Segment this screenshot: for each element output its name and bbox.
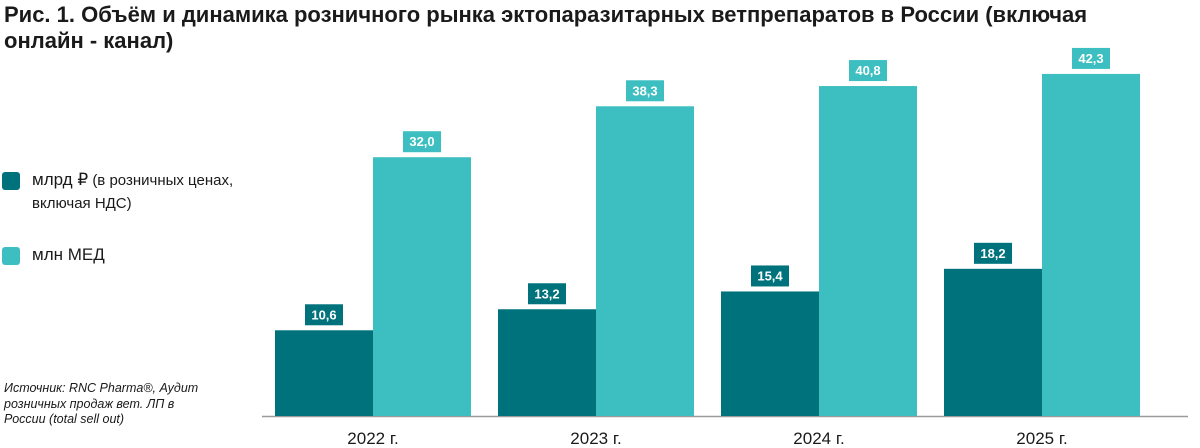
bar-med-2: [819, 86, 917, 416]
bar-rub-1: [498, 309, 596, 416]
data-label-rub-3: 18,2: [980, 246, 1005, 261]
bar-rub-2: [721, 291, 819, 416]
legend-text-med: млн МЕД: [32, 245, 105, 264]
data-label-box-rub-2: [751, 265, 789, 287]
data-label-med-3: 42,3: [1078, 51, 1103, 66]
data-label-box-med-0: [403, 131, 441, 153]
legend-unit-rub: млрд ₽: [32, 170, 89, 189]
source-note: Источник: RNC Pharma®, Аудит розничных п…: [4, 381, 199, 426]
data-label-box-rub-1: [528, 283, 566, 305]
bar-med-0: [373, 157, 471, 416]
data-label-box-med-3: [1072, 47, 1110, 69]
chart-title: Рис. 1. Объём и динамика розничного рынк…: [4, 2, 1088, 53]
bar-rub-3: [944, 268, 1042, 416]
x-tick-label-1: 2023 г.: [570, 429, 621, 448]
bar-rub-0: [275, 330, 373, 416]
data-label-rub-1: 13,2: [534, 286, 559, 301]
legend-swatch-rub: [2, 172, 20, 190]
x-tick-label-3: 2025 г.: [1016, 429, 1067, 448]
data-label-box-med-2: [849, 60, 887, 82]
legend-swatch-med: [2, 247, 20, 265]
x-tick-label-0: 2022 г.: [347, 429, 398, 448]
data-label-med-1: 38,3: [632, 83, 657, 98]
legend-item-med: млн МЕД: [2, 243, 262, 267]
legend-note-rub: (в розничных ценах, включая НДС): [32, 172, 234, 212]
x-tick-label-2: 2024 г.: [793, 429, 844, 448]
data-label-med-0: 32,0: [409, 134, 434, 149]
data-label-rub-0: 10,6: [311, 307, 336, 322]
legend: млрд ₽ (в розничных ценах, включая НДС) …: [2, 168, 262, 295]
legend-label-med: млн МЕД: [32, 243, 105, 267]
legend-label-rub: млрд ₽ (в розничных ценах, включая НДС): [32, 168, 262, 215]
legend-item-rub: млрд ₽ (в розничных ценах, включая НДС): [2, 168, 262, 215]
bar-med-1: [596, 106, 694, 416]
data-label-box-rub-0: [305, 304, 343, 326]
data-label-med-2: 40,8: [855, 63, 880, 78]
data-label-box-rub-3: [974, 242, 1012, 264]
bar-med-3: [1042, 73, 1140, 416]
data-label-rub-2: 15,4: [757, 268, 783, 283]
data-label-box-med-1: [626, 80, 664, 102]
